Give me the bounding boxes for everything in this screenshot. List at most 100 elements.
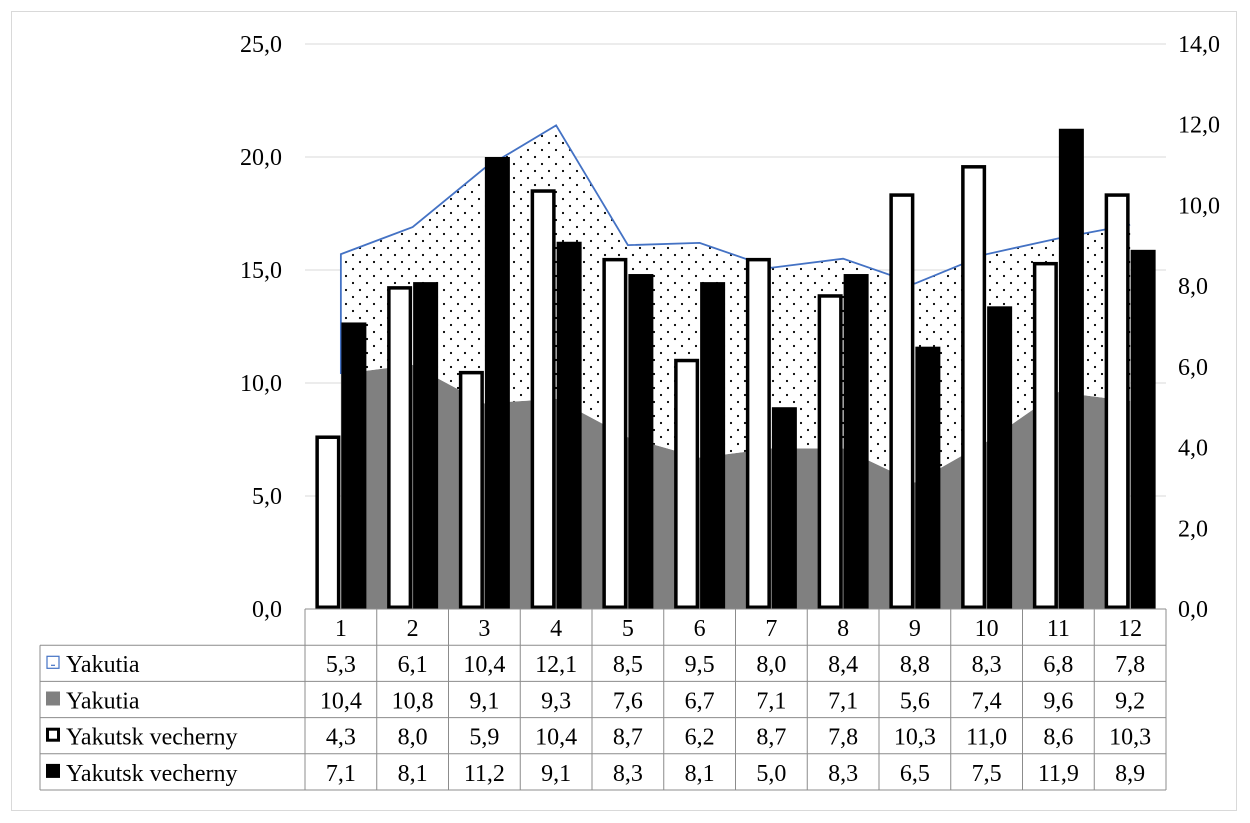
data-table-value: 9,1 xyxy=(469,688,499,714)
category-label: 11 xyxy=(1047,616,1070,642)
data-table-value: 8,1 xyxy=(685,761,715,787)
data-table-value: 5,0 xyxy=(756,761,786,787)
data-table-value: 10,4 xyxy=(463,652,505,678)
left-axis-tick-label: 0,0 xyxy=(252,597,282,623)
bar-yakutsk-vecherny-hollow xyxy=(745,257,771,609)
data-table-value: 10,3 xyxy=(1109,725,1151,751)
data-table-value: 11,2 xyxy=(464,761,505,787)
data-table-value: 5,6 xyxy=(900,688,930,714)
category-label: 4 xyxy=(550,616,562,642)
bar-yakutsk-vecherny-hollow xyxy=(817,294,843,609)
category-label: 1 xyxy=(335,616,347,642)
bar-yakutsk-vecherny-solid xyxy=(843,274,869,609)
bar-yakutsk-vecherny-hollow xyxy=(674,358,700,609)
data-table-value: 8,3 xyxy=(613,761,643,787)
data-table-value: 7,4 xyxy=(972,688,1002,714)
legend-key-yakutsk-vecherny-hollow xyxy=(46,727,60,742)
data-table-value: 8,5 xyxy=(613,652,643,678)
bar-yakutsk-vecherny-solid xyxy=(484,157,510,609)
legend-key-yakutia-dotted xyxy=(46,655,60,669)
legend-series-name: Yakutsk vecherny xyxy=(66,725,238,751)
left-axis-tick-label: 5,0 xyxy=(252,484,282,510)
data-table-value: 6,8 xyxy=(1043,652,1073,678)
right-axis-tick-label: 0,0 xyxy=(1178,597,1208,623)
data-table-value: 7,8 xyxy=(828,725,858,751)
chart-frame xyxy=(11,11,1237,811)
legend-series-name: Yakutsk vecherny xyxy=(66,761,238,787)
bar-yakutsk-vecherny-solid xyxy=(771,407,797,609)
category-label: 8 xyxy=(837,616,849,642)
data-table-value: 7,6 xyxy=(613,688,643,714)
data-table-value: 6,1 xyxy=(398,652,428,678)
bar-yakutsk-vecherny-hollow xyxy=(961,165,987,609)
data-table-value: 4,3 xyxy=(326,725,356,751)
left-axis-tick-label: 15,0 xyxy=(240,258,282,284)
category-label: 6 xyxy=(694,616,706,642)
data-table-value: 8,3 xyxy=(828,761,858,787)
bar-yakutsk-vecherny-solid xyxy=(413,282,439,609)
bar-yakutsk-vecherny-hollow xyxy=(458,370,484,609)
legend-key-yakutia-solid xyxy=(46,691,60,706)
data-table-value: 8,3 xyxy=(972,652,1002,678)
axes: 0,0 5,0 10,0 15,0 20,0 25,0 0,0 2,0 4,0 6,0 8,0 10,… xyxy=(240,32,1220,623)
left-axis-tick-label: 10,0 xyxy=(240,371,282,397)
data-table-value: 12,1 xyxy=(535,652,577,678)
data-table-value: 7,1 xyxy=(326,761,356,787)
data-table-value: 5,9 xyxy=(469,725,499,751)
bar-yakutsk-vecherny-solid xyxy=(700,282,726,609)
bar-yakutsk-vecherny-hollow xyxy=(602,257,628,609)
data-table-value: 7,5 xyxy=(972,761,1002,787)
legend-series-name: Yakutia xyxy=(66,652,140,678)
data-table-value: 9,6 xyxy=(1043,688,1073,714)
data-table-value: 9,1 xyxy=(541,761,571,787)
data-table-value: 8,1 xyxy=(398,761,428,787)
right-axis-tick-label: 2,0 xyxy=(1178,516,1208,542)
bar-yakutsk-vecherny-solid xyxy=(987,306,1013,609)
right-axis-tick-label: 10,0 xyxy=(1178,193,1220,219)
data-table-value: 10,8 xyxy=(392,688,434,714)
bar-yakutsk-vecherny-solid xyxy=(628,274,654,609)
category-label: 12 xyxy=(1118,616,1142,642)
category-label: 2 xyxy=(407,616,419,642)
data-table-value: 6,7 xyxy=(685,688,715,714)
category-label: 3 xyxy=(478,616,490,642)
bar-yakutsk-vecherny-hollow xyxy=(1104,193,1130,609)
data-table-value: 10,4 xyxy=(535,725,577,751)
data-table-value: 7,1 xyxy=(756,688,786,714)
data-table-value: 8,7 xyxy=(613,725,643,751)
data-table-value: 8,0 xyxy=(398,725,428,751)
category-label: 5 xyxy=(622,616,634,642)
data-table-value: 6,2 xyxy=(685,725,715,751)
bar-yakutsk-vecherny-hollow xyxy=(315,435,341,610)
area-series-yakutia-outline xyxy=(339,124,1131,374)
data-table-value: 8,9 xyxy=(1115,761,1145,787)
data-table-value: 11,9 xyxy=(1038,761,1079,787)
right-axis-tick-label: 8,0 xyxy=(1178,274,1208,300)
data-table-value: 11,0 xyxy=(966,725,1007,751)
data-table-value: 8,0 xyxy=(756,652,786,678)
bar-yakutsk-vecherny-hollow xyxy=(530,189,556,610)
data-table-value: 10,4 xyxy=(320,688,362,714)
left-axis-tick-label: 20,0 xyxy=(240,145,282,171)
bar-yakutsk-vecherny-solid xyxy=(1058,128,1084,609)
bar-yakutsk-vecherny-hollow xyxy=(889,193,915,609)
right-axis-tick-label: 6,0 xyxy=(1178,355,1208,381)
category-label: 7 xyxy=(765,616,777,642)
bar-yakutsk-vecherny-solid xyxy=(556,241,582,609)
data-table-value: 10,3 xyxy=(894,725,936,751)
data-table-value: 9,5 xyxy=(685,652,715,678)
bar-yakutsk-vecherny-hollow xyxy=(387,286,413,609)
category-label: 9 xyxy=(909,616,921,642)
bar-yakutsk-vecherny-solid xyxy=(915,346,941,609)
right-axis-tick-label: 4,0 xyxy=(1178,436,1208,462)
legend-key-yakutsk-vecherny-solid xyxy=(46,763,60,778)
right-axis-tick-label: 12,0 xyxy=(1178,113,1220,139)
data-table-value: 9,2 xyxy=(1115,688,1145,714)
right-axis-tick-label: 14,0 xyxy=(1178,32,1220,58)
data-table-value: 7,1 xyxy=(828,688,858,714)
category-label: 10 xyxy=(975,616,999,642)
data-table-value: 8,4 xyxy=(828,652,858,678)
bar-yakutsk-vecherny-hollow xyxy=(1032,261,1058,609)
